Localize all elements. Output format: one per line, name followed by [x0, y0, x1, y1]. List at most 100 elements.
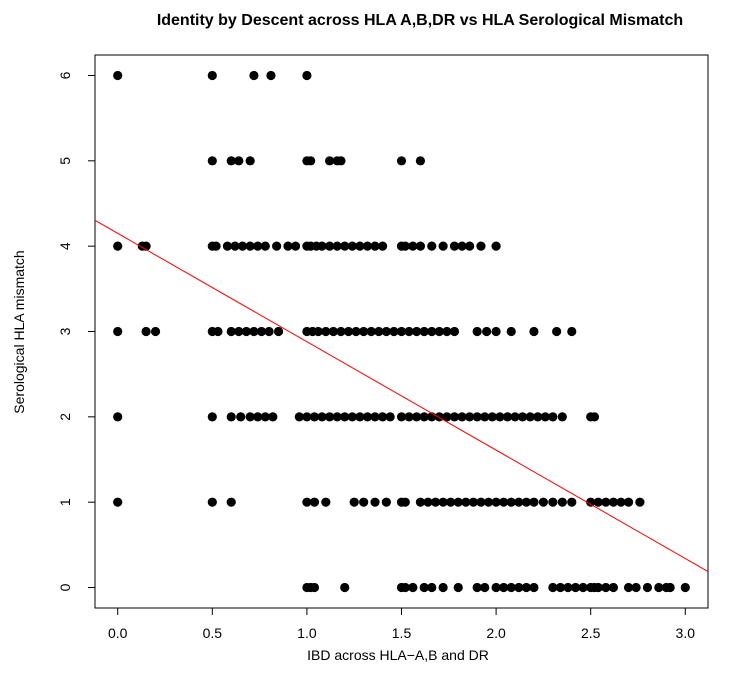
data-point — [362, 412, 373, 422]
data-point — [415, 156, 426, 166]
data-point — [317, 412, 327, 422]
data-point — [430, 497, 441, 507]
data-point — [412, 326, 422, 337]
data-point — [113, 497, 123, 507]
data-point — [449, 241, 460, 251]
data-point — [408, 582, 418, 593]
data-point — [415, 241, 426, 251]
data-point — [234, 326, 244, 337]
data-point — [514, 497, 524, 507]
data-point — [540, 412, 550, 422]
data-point — [340, 412, 350, 422]
data-point — [491, 497, 501, 507]
data-point — [601, 497, 611, 507]
data-point — [283, 241, 293, 251]
x-axis-label: IBD across HLA−A,B and DR — [307, 647, 489, 663]
data-point — [294, 412, 304, 422]
data-point — [237, 241, 248, 251]
data-points — [113, 70, 690, 593]
data-point — [461, 497, 471, 507]
data-point — [389, 326, 399, 337]
data-point — [423, 497, 433, 507]
data-point — [483, 497, 494, 507]
data-point — [457, 241, 467, 251]
data-point — [529, 326, 539, 337]
data-point — [404, 326, 414, 337]
data-point — [472, 326, 482, 337]
y-tick-label: 1 — [57, 498, 73, 506]
data-point — [306, 156, 316, 166]
data-point — [253, 412, 263, 422]
data-point — [482, 326, 492, 337]
data-point — [226, 412, 236, 422]
data-point — [557, 412, 567, 422]
x-tick-label: 0.5 — [203, 625, 223, 641]
data-point — [491, 582, 501, 593]
x-tick-label: 1.5 — [392, 625, 412, 641]
data-point — [207, 497, 217, 507]
data-point — [355, 241, 365, 251]
data-point — [266, 70, 276, 81]
data-point — [567, 326, 577, 337]
data-point — [355, 412, 365, 422]
data-point — [491, 326, 501, 337]
data-point — [529, 497, 539, 507]
data-point — [302, 497, 312, 507]
y-tick-label: 4 — [57, 242, 73, 250]
data-point — [113, 326, 123, 337]
data-point — [370, 241, 380, 251]
data-point — [533, 412, 543, 422]
x-axis: 0.0 0.5 1.0 1.5 2.0 2.5 3.0 — [108, 608, 695, 641]
data-point — [555, 582, 566, 593]
data-point — [211, 241, 221, 251]
data-point — [434, 326, 444, 337]
data-point — [236, 412, 246, 422]
data-point — [400, 241, 410, 251]
y-tick-label: 6 — [57, 71, 73, 79]
data-point — [290, 241, 301, 251]
y-tick-label: 5 — [57, 157, 73, 165]
data-point — [302, 70, 312, 81]
data-point — [419, 326, 429, 337]
data-point — [517, 412, 528, 422]
data-point — [427, 241, 437, 251]
data-point — [256, 326, 267, 337]
data-point — [665, 582, 675, 593]
data-point — [340, 582, 350, 593]
data-point — [608, 582, 619, 593]
data-point — [601, 582, 611, 593]
x-tick-label: 2.0 — [486, 625, 506, 641]
data-point — [347, 412, 357, 422]
data-point — [442, 326, 452, 337]
data-point — [680, 582, 690, 593]
data-point — [309, 582, 320, 593]
x-tick-label: 3.0 — [676, 625, 696, 641]
data-point — [586, 497, 596, 507]
data-point — [332, 241, 342, 251]
data-point — [113, 412, 123, 422]
data-point — [552, 326, 562, 337]
data-point — [427, 326, 437, 337]
x-tick-label: 2.5 — [581, 625, 601, 641]
data-point — [476, 241, 486, 251]
data-point — [396, 156, 407, 166]
data-point — [141, 326, 151, 337]
data-point — [495, 412, 505, 422]
data-point — [325, 241, 335, 251]
data-point — [563, 582, 573, 593]
data-point — [476, 497, 486, 507]
data-point — [332, 412, 342, 422]
data-point — [328, 326, 338, 337]
data-point — [642, 582, 653, 593]
data-point — [370, 497, 380, 507]
data-point — [264, 326, 274, 337]
data-point — [472, 582, 482, 593]
data-point — [150, 326, 161, 337]
data-point — [273, 326, 284, 337]
data-point — [446, 497, 456, 507]
data-point — [226, 497, 236, 507]
data-point — [234, 156, 244, 166]
data-point — [317, 241, 327, 251]
data-point — [548, 497, 558, 507]
